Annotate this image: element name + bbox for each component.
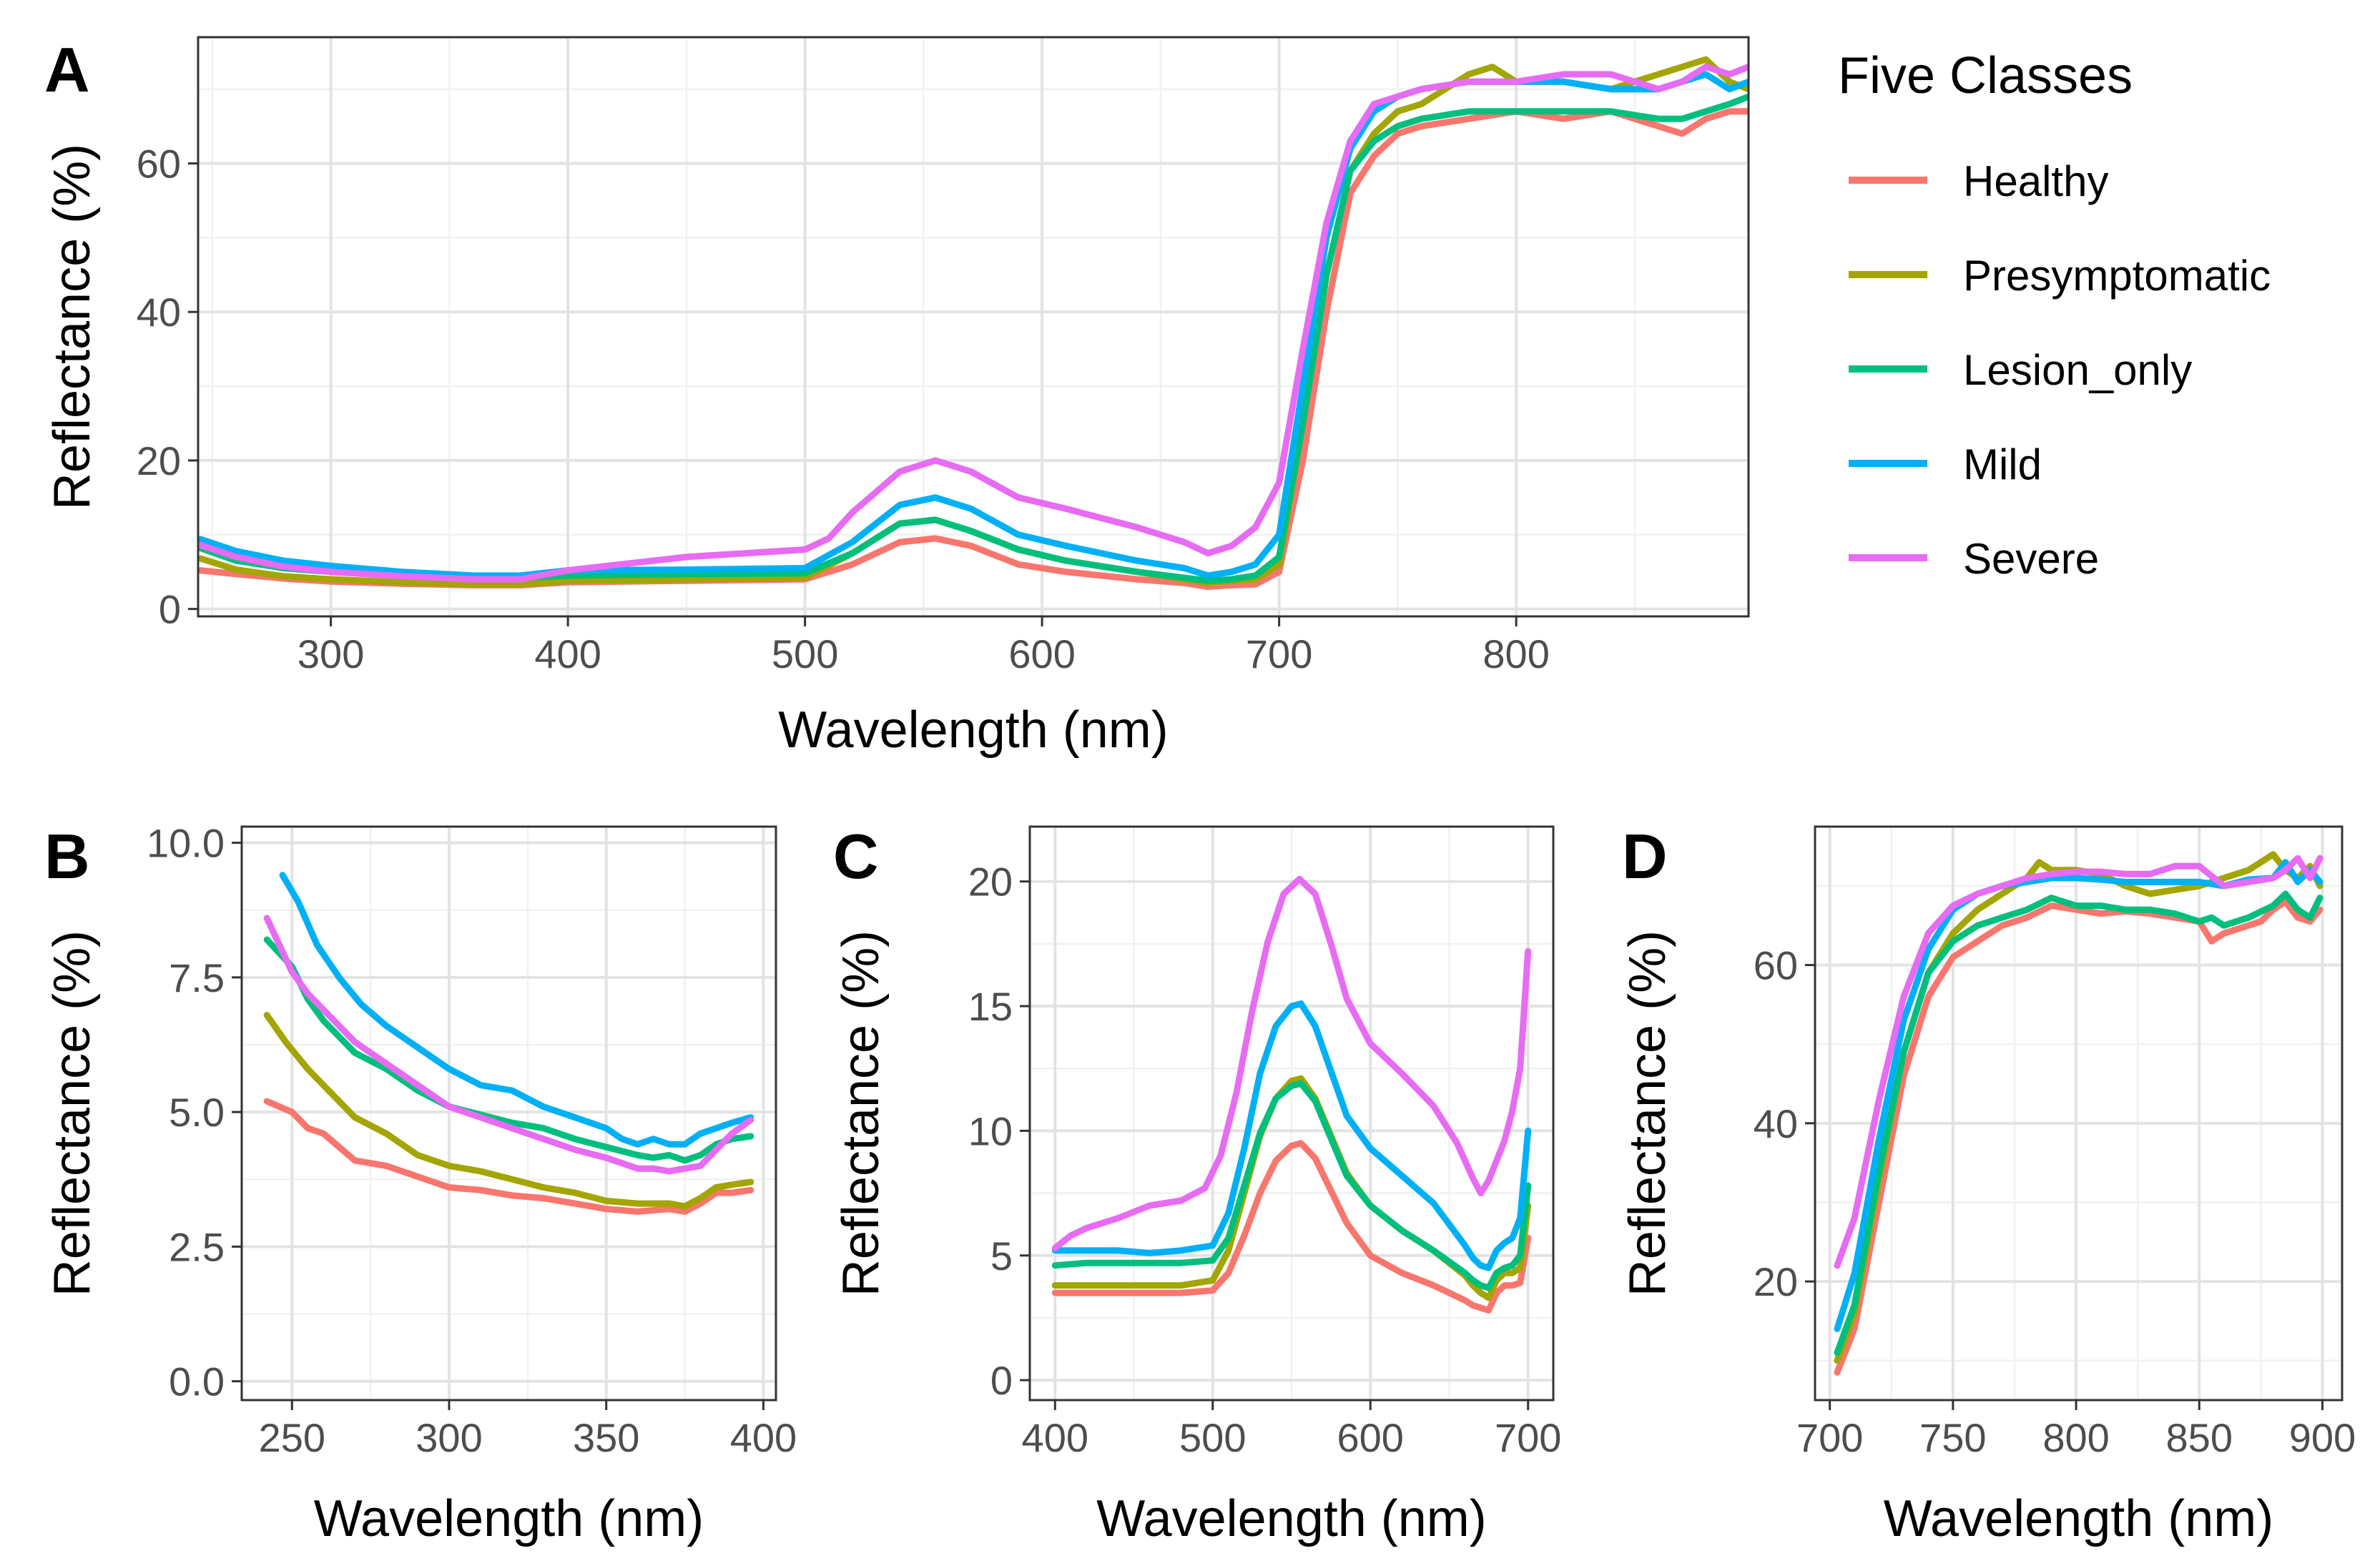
x-tick-label: 600 <box>1008 631 1075 676</box>
x-tick-label: 400 <box>1022 1415 1088 1460</box>
x-tick-label: 700 <box>1246 631 1312 676</box>
x-tick-label: 800 <box>2042 1415 2109 1460</box>
panel-b: 250 300 350 400 0.0 2.5 5.0 7.5 10.0 Wavelength (… <box>44 821 797 1547</box>
y-tick-label: 10 <box>968 1108 1013 1153</box>
y-tick-label: 40 <box>1754 1101 1798 1146</box>
legend-item: Mild <box>1849 440 2042 488</box>
legend-title: Five Classes <box>1838 47 2133 104</box>
y-tick-label: 10.0 <box>147 821 225 866</box>
y-axis-title: Reflectance (%) <box>44 930 101 1296</box>
y-tick-label: 0 <box>159 587 181 632</box>
legend-item: Presymptomatic <box>1849 252 2271 300</box>
x-axis-title: Wavelength (nm) <box>1884 1490 2274 1547</box>
x-tick-label: 700 <box>1796 1415 1863 1460</box>
x-axis-title: Wavelength (nm) <box>314 1490 704 1547</box>
panel-b-border <box>240 825 777 1402</box>
y-tick-label: 60 <box>1754 943 1798 988</box>
legend: Five Classes Healthy Presymptomatic Lesi… <box>1838 47 2271 583</box>
x-tick-label: 500 <box>1179 1415 1246 1460</box>
panel-letter: C <box>833 821 879 892</box>
y-tick-label: 20 <box>137 438 181 483</box>
panel-c-border <box>1028 825 1555 1402</box>
series-line-severe <box>1051 875 1532 1251</box>
series-line-mild <box>1051 1000 1532 1271</box>
legend-label-lesion-only: Lesion_only <box>1963 346 2192 394</box>
x-tick-label: 500 <box>772 631 838 676</box>
y-tick-label: 7.5 <box>169 955 225 1000</box>
panel-letter: D <box>1622 821 1668 892</box>
series-line-mild <box>279 872 754 1148</box>
y-tick-label: 5.0 <box>169 1090 225 1135</box>
x-axis-title: Wavelength (nm) <box>1096 1490 1487 1547</box>
x-tick-label: 250 <box>259 1415 325 1460</box>
y-tick-label: 60 <box>137 142 181 187</box>
y-tick-label: 40 <box>137 290 181 335</box>
series-line-lesion-only <box>263 936 754 1164</box>
x-tick-label: 600 <box>1337 1415 1404 1460</box>
series-line-severe <box>263 915 754 1175</box>
y-tick-label: 20 <box>968 860 1013 905</box>
panel-d-grid <box>1815 827 2342 1400</box>
panel-d-series <box>1834 851 2324 1376</box>
y-tick-label: 15 <box>968 984 1013 1029</box>
legend-label-mild: Mild <box>1963 440 2042 488</box>
x-tick-label: 300 <box>415 1415 482 1460</box>
panel-b-series <box>263 872 754 1215</box>
y-tick-label: 0 <box>990 1358 1013 1403</box>
x-tick-label: 350 <box>573 1415 639 1460</box>
series-line-healthy <box>263 1098 754 1215</box>
panel-d-border <box>1814 825 2344 1402</box>
panel-letter: A <box>44 34 90 105</box>
series-line-mild <box>198 71 1749 579</box>
series-line-presymptomatic <box>263 1012 754 1210</box>
x-tick-label: 400 <box>730 1415 797 1460</box>
y-tick-label: 20 <box>1754 1259 1798 1304</box>
y-axis-title: Reflectance (%) <box>1619 930 1676 1296</box>
legend-label-presymptomatic: Presymptomatic <box>1963 252 2271 300</box>
panel-a-border <box>197 36 1750 618</box>
legend-label-severe: Severe <box>1963 535 2099 583</box>
x-tick-label: 400 <box>534 631 601 676</box>
series-line-severe <box>198 64 1749 583</box>
legend-item: Healthy <box>1849 157 2108 205</box>
x-axis-title: Wavelength (nm) <box>778 701 1169 759</box>
panel-a: 300 400 500 600 700 800 0 20 40 60 Wavelength (nm)… <box>44 34 1750 759</box>
y-axis-title: Reflectance (%) <box>832 930 890 1296</box>
x-tick-label: 700 <box>1495 1415 1561 1460</box>
series-line-lesion-only <box>1834 890 2324 1356</box>
y-axis-title: Reflectance (%) <box>44 144 101 510</box>
y-tick-label: 0.0 <box>169 1359 225 1404</box>
y-tick-label: 5 <box>990 1233 1013 1279</box>
series-line-healthy <box>1051 1140 1532 1314</box>
legend-item: Severe <box>1849 535 2099 583</box>
x-tick-label: 800 <box>1482 631 1549 676</box>
panel-c: 400 500 600 700 0 5 10 15 20 Wavelength (nm) Refle… <box>832 821 1561 1547</box>
x-tick-label: 300 <box>298 631 364 676</box>
series-line-severe <box>1834 855 2324 1269</box>
legend-label-healthy: Healthy <box>1963 157 2108 205</box>
legend-item: Lesion_only <box>1849 346 2192 394</box>
series-line-lesion-only <box>1051 1080 1532 1291</box>
panel-c-series <box>1051 875 1532 1314</box>
x-tick-label: 750 <box>1919 1415 1986 1460</box>
x-tick-label: 850 <box>2166 1415 2233 1460</box>
panel-a-series <box>198 56 1749 590</box>
y-tick-label: 2.5 <box>169 1224 225 1269</box>
panel-letter: B <box>44 821 90 892</box>
x-tick-label: 900 <box>2289 1415 2356 1460</box>
panel-d: 700 750 800 850 900 20 40 60 Wavelength (nm) Refl… <box>1619 821 2356 1547</box>
